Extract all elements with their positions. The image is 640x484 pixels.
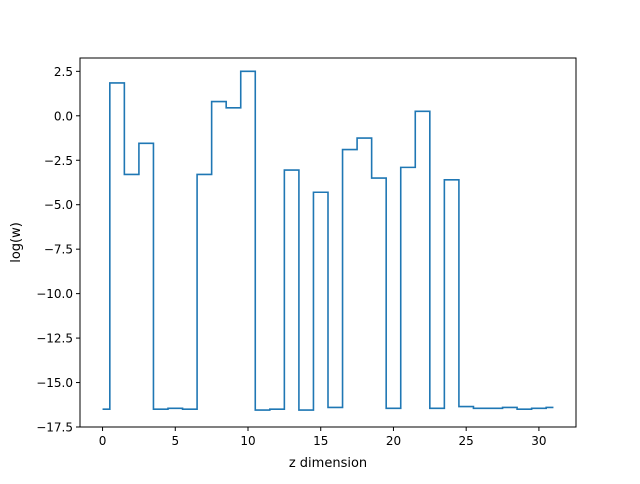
y-axis-label: log(w) xyxy=(9,222,24,263)
data-point xyxy=(509,406,511,408)
x-tick-label: 30 xyxy=(531,434,546,448)
x-tick-label: 15 xyxy=(313,434,328,448)
data-point xyxy=(262,409,264,411)
data-point xyxy=(247,70,249,72)
data-point xyxy=(552,406,554,408)
data-point xyxy=(363,137,365,139)
data-point xyxy=(131,173,133,175)
data-point xyxy=(189,408,191,410)
data-point xyxy=(349,149,351,151)
data-point xyxy=(203,173,205,175)
data-point xyxy=(451,179,453,181)
data-point xyxy=(232,107,234,109)
data-point xyxy=(276,408,278,410)
y-tick-label: −7.5 xyxy=(44,243,73,257)
data-point xyxy=(436,407,438,409)
y-tick-label: −5.0 xyxy=(44,198,73,212)
y-tick-label: 0.0 xyxy=(54,109,73,123)
data-point xyxy=(480,407,482,409)
data-point xyxy=(334,406,336,408)
data-point xyxy=(174,407,176,409)
axis-ticks: 0 5 10 15 20 25 30 2.5 0.0 −2.5 −5.0 −7.5 −10.0 −12.5… xyxy=(36,65,546,448)
data-point xyxy=(102,408,104,410)
x-tick-label: 25 xyxy=(459,434,474,448)
data-point xyxy=(494,407,496,409)
data-point xyxy=(392,407,394,409)
data-point xyxy=(320,191,322,193)
x-tick-label: 10 xyxy=(240,434,255,448)
data-point xyxy=(407,166,409,168)
x-tick-label: 5 xyxy=(171,434,179,448)
data-point xyxy=(218,101,220,103)
plot-area-frame xyxy=(79,57,577,428)
data-point xyxy=(465,406,467,408)
data-point xyxy=(116,82,118,84)
data-point xyxy=(291,169,293,171)
data-point xyxy=(422,110,424,112)
y-tick-label: 2.5 xyxy=(54,65,73,79)
y-tick-label: −10.0 xyxy=(36,287,73,301)
series-step-line xyxy=(102,70,554,411)
y-tick-label: −17.5 xyxy=(36,421,73,435)
x-axis-label: z dimension xyxy=(289,456,367,471)
data-point xyxy=(160,408,162,410)
data-point xyxy=(523,408,525,410)
data-point xyxy=(305,409,307,411)
data-point xyxy=(378,177,380,179)
data-point xyxy=(145,142,147,144)
x-tick-label: 20 xyxy=(386,434,401,448)
y-tick-label: −12.5 xyxy=(36,332,73,346)
x-tick-label: 0 xyxy=(99,434,107,448)
data-point xyxy=(538,407,540,409)
series-layer xyxy=(102,70,554,411)
y-tick-label: −15.0 xyxy=(36,376,73,390)
y-tick-label: −2.5 xyxy=(44,154,73,168)
